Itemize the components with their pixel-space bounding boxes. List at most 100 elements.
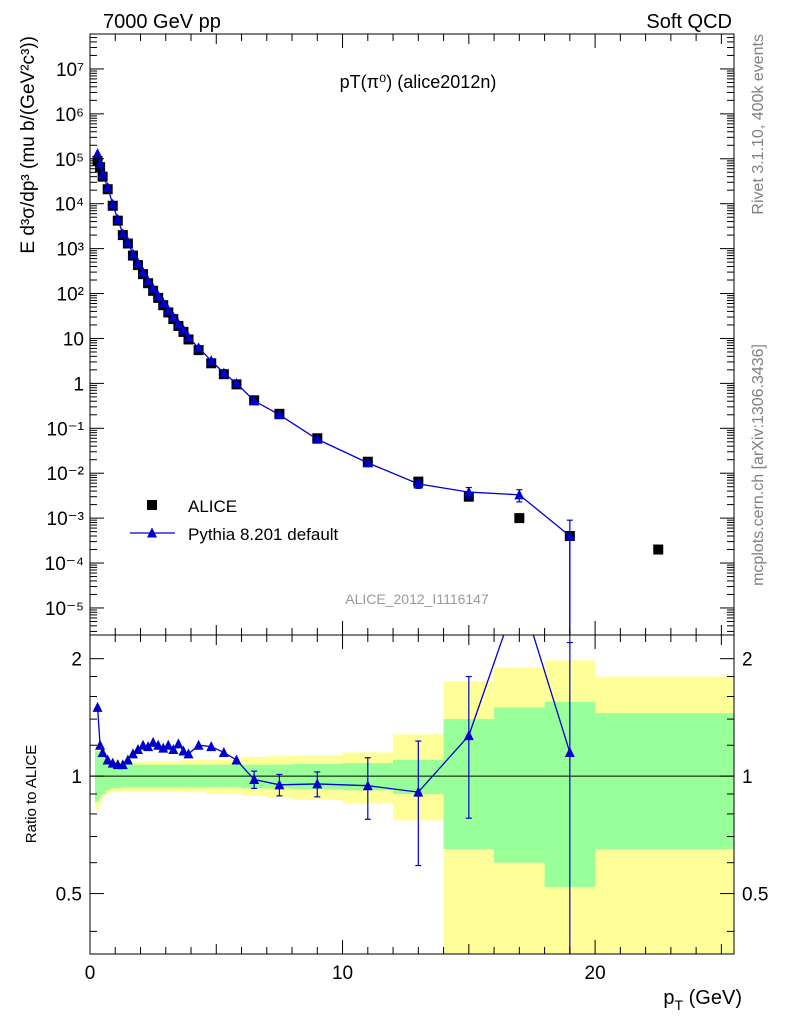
pythia-point — [132, 257, 143, 268]
pythia-point — [112, 213, 123, 224]
pythia-point — [514, 489, 525, 500]
ratio-pythia-point — [102, 754, 113, 765]
legend-alice-label: ALICE — [188, 497, 237, 516]
ratio-pythia-point — [249, 774, 260, 785]
ratio-x-tick-label: 10 — [332, 963, 353, 984]
pythia-point — [143, 275, 154, 286]
ratio-pythia-point — [163, 739, 174, 750]
pythia-point — [564, 530, 575, 541]
legend-pythia-marker — [147, 527, 157, 538]
legend-pythia-label: Pythia 8.201 default — [188, 525, 339, 544]
ratio-x-tick-label: 20 — [585, 963, 606, 984]
ratio-pythia-point — [153, 739, 164, 750]
ratio-pythia-point — [193, 739, 204, 750]
ratio-pythia-point — [173, 738, 184, 749]
pythia-point — [107, 198, 118, 209]
mcplots-label: mcplots.cern.ch [arXiv:1306.3436] — [750, 344, 767, 586]
ratio-pythia-point — [218, 746, 229, 757]
ratio-plot-area — [92, 635, 575, 954]
pythia-line — [96, 153, 571, 537]
ratio-pythia-point — [362, 780, 373, 791]
pythia-point — [153, 290, 164, 301]
pythia-point — [231, 377, 242, 388]
ratio-band-inner — [494, 707, 545, 863]
main-y-tick-label: 1 — [73, 374, 84, 395]
main-y-axis: 10⁻⁵ 10⁻⁴ 10⁻³ 10⁻² 10⁻¹ 1 10 10² 10³ 10⁴ 10⁵ 10⁶ 10… — [45, 33, 734, 632]
main-y-tick-label: 10² — [57, 285, 84, 306]
pythia-point — [249, 395, 260, 406]
main-y-tick-label: 10⁻⁴ — [45, 554, 84, 575]
pythia-point — [122, 236, 133, 247]
main-plot-area — [92, 148, 664, 635]
ratio-pythia-point — [143, 741, 154, 752]
ratio-y-tick-label: 0.5 — [56, 885, 82, 906]
pythia-point — [138, 266, 149, 277]
legend-alice-marker — [147, 500, 157, 510]
main-y-tick-label: 10⁷ — [56, 60, 84, 81]
alice-point — [514, 513, 525, 524]
pythia-point — [362, 457, 373, 468]
pythia-point — [274, 409, 285, 420]
pythia-point — [168, 311, 179, 322]
legend: ALICE Pythia 8.201 default — [130, 497, 339, 544]
pythia-point — [163, 304, 174, 315]
main-y-label: E d³σ/dp³ (mu b/(GeV²c³)) — [18, 36, 39, 254]
ratio-pythia-point — [158, 742, 169, 753]
ratio-pythia-point — [183, 748, 194, 759]
main-y-tick-label: 10⁶ — [55, 105, 84, 126]
ratio-pythia-point — [312, 778, 323, 789]
pythia-point — [173, 318, 184, 329]
ratio-pythia-point — [97, 746, 108, 757]
ratio-frame — [89, 634, 735, 955]
x-axis-title: pT (GeV) — [663, 987, 742, 1013]
pythia-point — [183, 332, 194, 343]
header-right: Soft QCD — [646, 11, 732, 33]
main-y-tick-label: 10 — [63, 329, 84, 350]
main-y-tick-label: 10⁻² — [47, 464, 85, 485]
ratio-pythia-point — [127, 748, 138, 759]
ratio-pythia-point — [564, 746, 575, 757]
rivet-label: Rivet 3.1.10, 400k events — [750, 34, 767, 215]
alice-point — [653, 544, 664, 555]
pythia-point — [92, 148, 103, 159]
ratio-y-label: Ratio to ALICE — [23, 745, 40, 843]
ratio-y-tick-label: 1 — [71, 767, 82, 788]
ratio-pythia-point — [168, 744, 179, 755]
ratio-y-tick-label-right: 2 — [742, 650, 753, 671]
pythia-point — [206, 355, 217, 366]
main-y-tick-label: 10⁻³ — [47, 509, 85, 530]
pythia-point — [102, 181, 113, 192]
ratio-pythia-point — [231, 754, 242, 765]
pythia-point — [97, 168, 108, 179]
ratio-pythia-point — [274, 779, 285, 790]
pythia-point — [148, 282, 159, 293]
header-left: 7000 GeV pp — [103, 11, 221, 33]
pythia-point — [193, 342, 204, 353]
ratio-pythia-point — [148, 736, 159, 747]
ratio-band-inner — [110, 761, 116, 789]
pythia-point — [158, 297, 169, 308]
ratio-band-inner — [105, 759, 111, 791]
main-y-tick-label: 10⁻¹ — [47, 419, 85, 440]
analysis-label: ALICE_2012_I1116147 — [345, 591, 489, 607]
ratio-x-tick-label: 0 — [85, 963, 96, 984]
pythia-point — [117, 228, 128, 239]
ratio-y-tick-label-right: 0.5 — [742, 885, 768, 906]
ratio-pythia-point — [117, 759, 128, 770]
pythia-point — [127, 248, 138, 259]
pythia-point — [178, 324, 189, 335]
ratio-pythia-point — [413, 786, 424, 797]
ratio-y-tick-label-right: 1 — [742, 767, 753, 788]
ratio-pythia-point — [206, 741, 217, 752]
main-y-tick-label: 10⁻⁵ — [45, 599, 84, 620]
ratio-y-axis: 0.5 0.5 1 1 2 2 — [56, 650, 768, 932]
main-x-axis — [89, 34, 722, 635]
main-y-tick-label: 10⁵ — [55, 150, 84, 171]
ratio-pythia-point — [122, 754, 133, 765]
ratio-pythia-point — [92, 701, 103, 712]
ratio-pythia-point — [178, 745, 189, 756]
main-panel: 10⁻⁵ 10⁻⁴ 10⁻³ 10⁻² 10⁻¹ 1 10 10² 10³ 10⁴ 10⁵ 10⁶ 10… — [18, 33, 735, 636]
ratio-pythia-point — [132, 744, 143, 755]
ratio-panel: 0.5 0.5 1 1 2 2 0 10 20 Ratio to ALICE pT (GeV) — [23, 634, 768, 1013]
ratio-x-axis: 0 10 20 — [85, 635, 722, 984]
